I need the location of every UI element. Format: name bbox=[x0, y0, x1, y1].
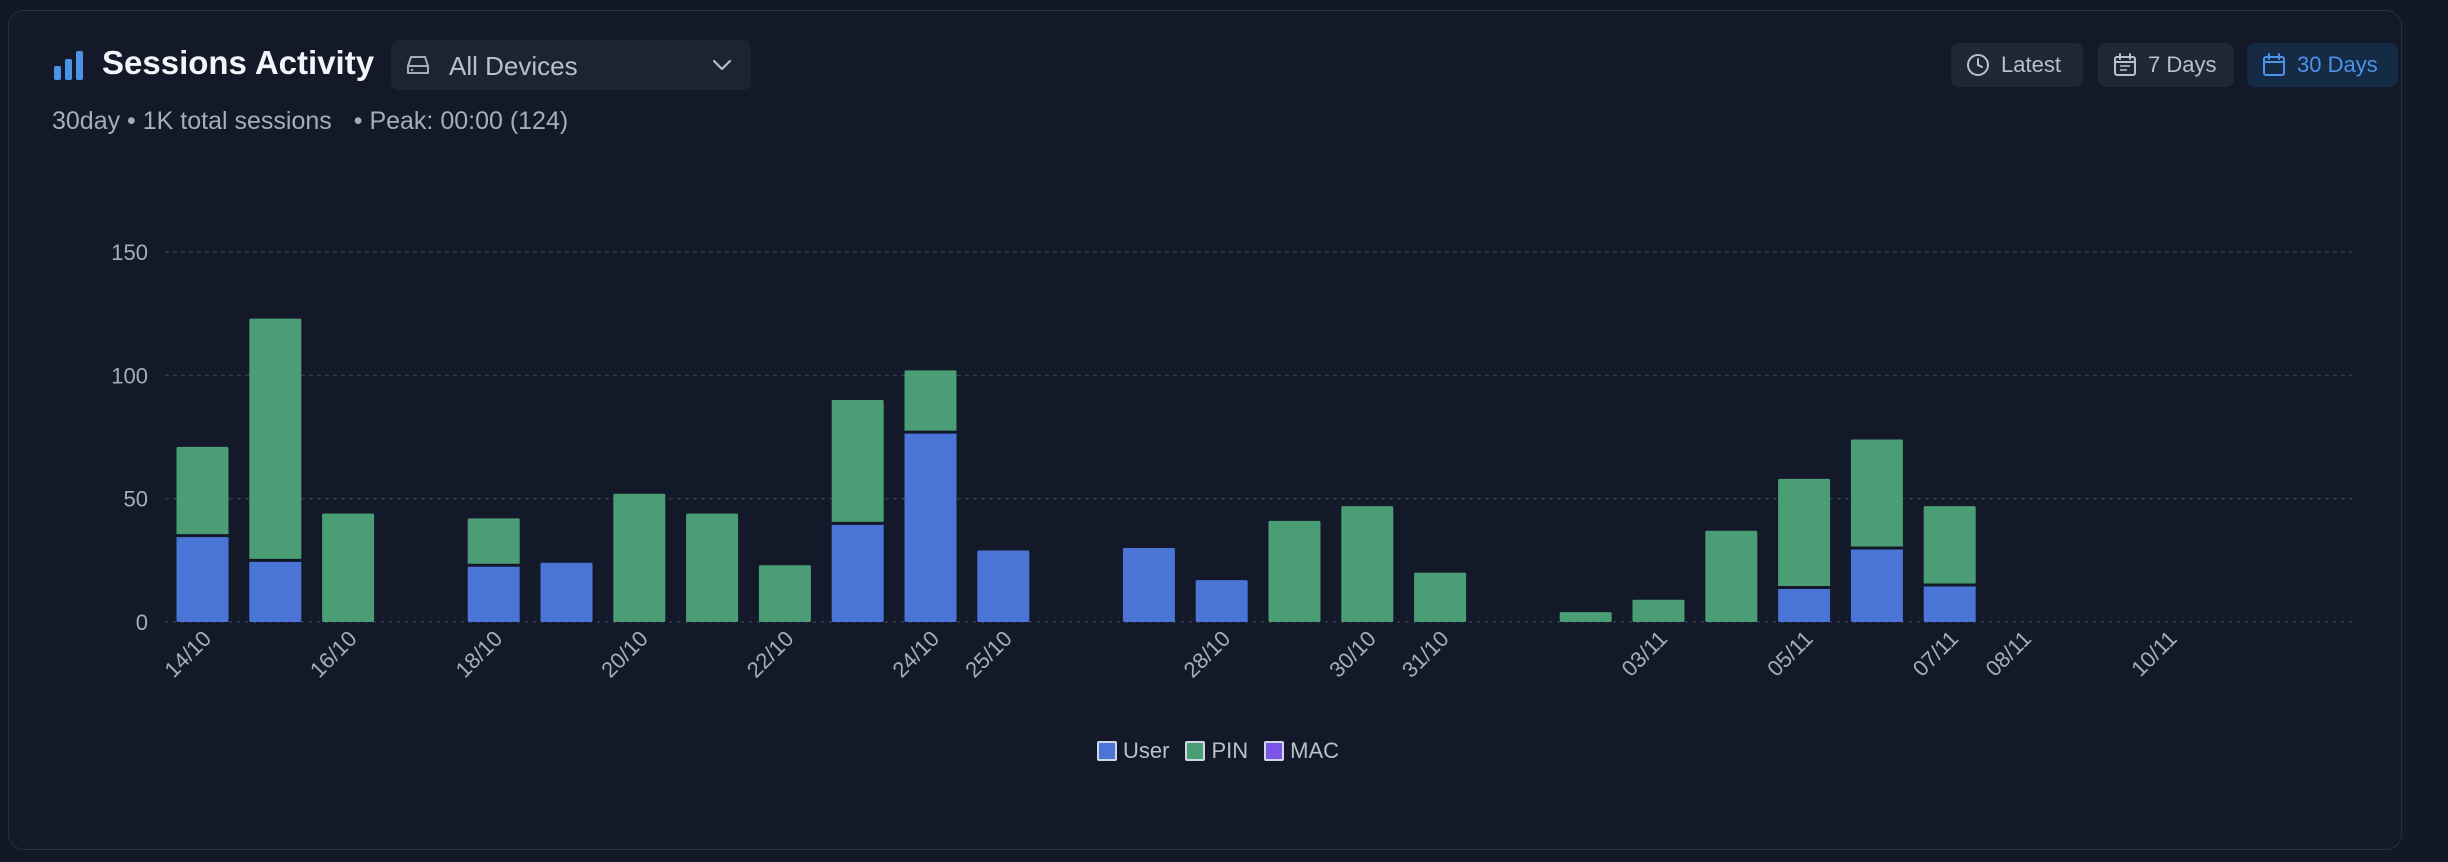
bar-user bbox=[1122, 548, 1175, 622]
legend-label-mac: MAC bbox=[1290, 738, 1340, 763]
page-title: Sessions Activity bbox=[102, 44, 375, 81]
bar-pin bbox=[1268, 520, 1321, 622]
bar-pin bbox=[322, 513, 375, 622]
device-select[interactable]: All Devices bbox=[391, 40, 751, 90]
hard-drive-icon bbox=[407, 56, 429, 74]
legend-item-mac[interactable]: MAC bbox=[1264, 738, 1339, 764]
bar-pin bbox=[467, 518, 520, 566]
bar-user bbox=[977, 550, 1030, 622]
bar-pin bbox=[686, 513, 739, 622]
bar-user bbox=[1923, 585, 1976, 622]
bar-pin bbox=[176, 446, 229, 536]
y-tick-label: 100 bbox=[111, 363, 148, 388]
legend-swatch-mac bbox=[1264, 741, 1285, 761]
x-tick-label: 30/10 bbox=[1324, 626, 1381, 683]
clock-icon bbox=[1967, 54, 1989, 76]
bar-user bbox=[540, 562, 593, 622]
legend-label-pin: PIN bbox=[1211, 738, 1249, 763]
bar-user bbox=[1195, 580, 1248, 622]
bar-pin bbox=[1923, 506, 1976, 585]
legend-swatch-pin bbox=[1185, 741, 1206, 761]
x-tick-label: 22/10 bbox=[742, 626, 799, 683]
sessions-bar-chart: 0 50 100 150 14/10 16/10 18/10 20/10 22/10 24/10 2… bbox=[111, 240, 2352, 683]
x-tick-label: 18/10 bbox=[451, 626, 508, 683]
x-tick-label: 31/10 bbox=[1397, 626, 1454, 683]
range-30-days-button[interactable]: 30 Days bbox=[2247, 43, 2398, 87]
bar-pin bbox=[1850, 439, 1903, 548]
x-tick-label: 16/10 bbox=[305, 626, 362, 683]
bar-pin bbox=[1414, 572, 1467, 622]
bar-pin bbox=[904, 370, 957, 433]
x-tick-label: 08/11 bbox=[1981, 626, 2036, 681]
range-latest-label: Latest bbox=[2001, 52, 2061, 77]
legend-item-pin[interactable]: PIN bbox=[1185, 738, 1248, 764]
x-tick-label: 03/11 bbox=[1617, 626, 1672, 681]
device-select-value: All Devices bbox=[449, 51, 578, 81]
legend-swatch-user bbox=[1097, 741, 1117, 761]
y-tick-label: 50 bbox=[124, 487, 148, 512]
range-7-days-button[interactable]: 7 Days bbox=[2098, 43, 2234, 87]
range-latest-button[interactable]: Latest bbox=[1951, 43, 2083, 87]
x-tick-label: 20/10 bbox=[596, 626, 653, 683]
summary-total: 30day • 1K total sessions bbox=[52, 107, 332, 135]
bar-pin bbox=[613, 493, 666, 622]
bar-pin bbox=[1778, 478, 1831, 588]
bar-pin bbox=[831, 400, 884, 524]
y-tick-label: 0 bbox=[136, 610, 148, 635]
range-7-days-label: 7 Days bbox=[2148, 52, 2217, 77]
x-tick-label: 28/10 bbox=[1179, 626, 1236, 683]
chevron-down-icon bbox=[712, 59, 732, 71]
x-tick-label: 24/10 bbox=[887, 626, 944, 683]
y-tick-label: 150 bbox=[111, 240, 148, 265]
legend-item-user[interactable]: User bbox=[1097, 738, 1169, 764]
bar-user bbox=[176, 535, 229, 622]
x-tick-label: 25/10 bbox=[960, 626, 1017, 683]
range-30-days-label: 30 Days bbox=[2297, 52, 2378, 77]
x-tick-label: 10/11 bbox=[2126, 626, 2181, 681]
bar-pin bbox=[1632, 599, 1685, 622]
bar-user bbox=[1778, 587, 1831, 622]
x-tick-label: 14/10 bbox=[159, 626, 216, 683]
bar-user bbox=[249, 560, 302, 622]
bar-user bbox=[831, 523, 884, 622]
x-tick-label: 07/11 bbox=[1908, 626, 1963, 681]
sessions-summary: 30day • 1K total sessions • Peak: 00:00 (… bbox=[52, 107, 568, 136]
bar-chart-icon bbox=[54, 51, 83, 80]
bar-user bbox=[1850, 548, 1903, 622]
bar-user bbox=[904, 432, 957, 622]
sessions-activity-card bbox=[8, 10, 2402, 850]
summary-peak: • Peak: 00:00 (124) bbox=[353, 107, 569, 135]
x-tick-label: 05/11 bbox=[1762, 626, 1817, 681]
calendar-icon bbox=[2114, 53, 2136, 76]
bar-pin bbox=[1559, 612, 1612, 622]
bar-pin bbox=[1705, 530, 1758, 622]
calendar-icon bbox=[2263, 53, 2285, 76]
legend-label-user: User bbox=[1123, 738, 1170, 763]
chart-legend: User PIN MAC bbox=[1097, 738, 1339, 764]
bar-pin bbox=[249, 318, 302, 561]
bar-pin bbox=[1341, 506, 1394, 622]
bar-user bbox=[467, 565, 520, 622]
bar-pin bbox=[758, 565, 811, 622]
